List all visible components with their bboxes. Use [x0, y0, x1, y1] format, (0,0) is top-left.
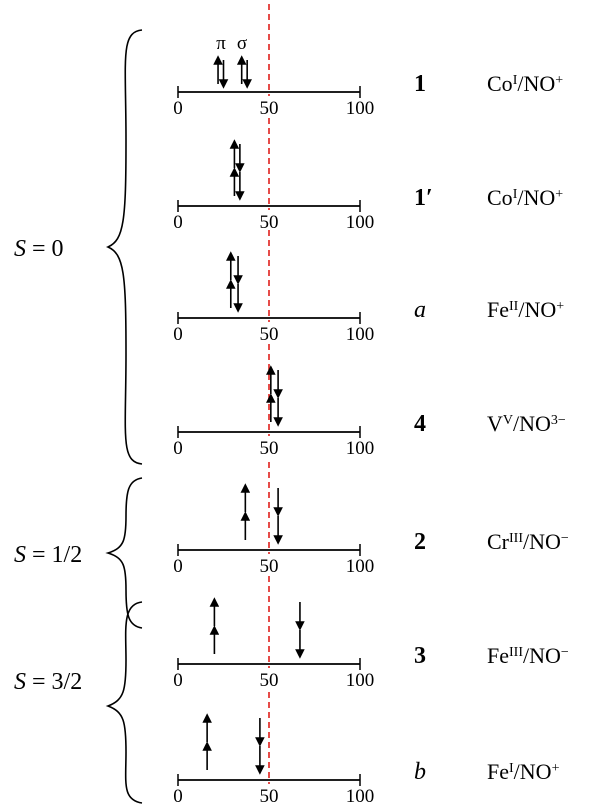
complex-label: 4 [414, 411, 426, 437]
tick-label: 100 [346, 98, 375, 119]
group-label-s0: S = 0 [14, 236, 64, 262]
tick-label: 0 [173, 438, 183, 459]
group-brace-s-half [105, 477, 143, 629]
tick-label: 50 [260, 670, 279, 691]
tick-label: 50 [260, 438, 279, 459]
row-5: 0 50 100 2 CrIII/NO− [173, 462, 569, 577]
tick-label: 50 [260, 324, 279, 345]
row-2: 0 50 100 1′ CoI/NO+ [173, 118, 563, 233]
tick-label: 0 [173, 670, 183, 691]
row-1: 0 50 100 1 CoI/NO+ [173, 4, 563, 119]
tick-label: 100 [346, 438, 375, 459]
tick-label: 50 [260, 98, 279, 119]
complex-label: 2 [414, 529, 426, 555]
complex-label: 3 [414, 643, 426, 669]
tick-label: 0 [173, 556, 183, 577]
tick-label: 100 [346, 212, 375, 233]
complex-label: b [414, 759, 426, 785]
row-6: 0 50 100 3 FeIII/NO− [173, 576, 569, 691]
pi-orbital-label: π [216, 33, 226, 54]
tick-label: 50 [260, 786, 279, 805]
group-label-s-three-halves: S = 3/2 [14, 669, 82, 695]
group-label-s-half: S = 1/2 [14, 542, 82, 568]
group-brace-s-three-halves [105, 601, 143, 804]
tick-label: 0 [173, 786, 183, 805]
row-7: 0 50 100 b FeI/NO+ [173, 692, 560, 805]
tick-label: 100 [346, 556, 375, 577]
complex-label: 1′ [414, 185, 433, 211]
tick-label: 100 [346, 786, 375, 805]
tick-label: 50 [260, 556, 279, 577]
tick-label: 0 [173, 324, 183, 345]
complex-formula: FeIII/NO− [487, 643, 569, 668]
tick-label: 100 [346, 670, 375, 691]
complex-formula: VV/NO3− [487, 411, 566, 436]
complex-label: a [414, 297, 426, 323]
tick-label: 100 [346, 324, 375, 345]
complex-formula: CoI/NO+ [487, 71, 563, 96]
tick-label: 0 [173, 98, 183, 119]
sigma-orbital-label: σ [237, 33, 247, 54]
group-brace-s0 [106, 29, 143, 465]
tick-label: 50 [260, 212, 279, 233]
complex-formula: FeII/NO+ [487, 297, 564, 322]
complex-formula: CrIII/NO− [487, 529, 569, 554]
row-3: 0 50 100 a FeII/NO+ [173, 230, 564, 345]
tick-label: 0 [173, 212, 183, 233]
row-4: 0 50 100 4 VV/NO3− [173, 344, 566, 459]
complex-label: 1 [414, 71, 426, 97]
complex-formula: FeI/NO+ [487, 759, 560, 784]
complex-formula: CoI/NO+ [487, 185, 563, 210]
